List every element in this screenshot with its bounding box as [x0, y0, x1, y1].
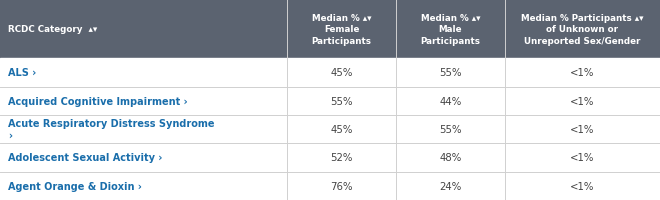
Bar	[0, 59, 660, 87]
Text: <1%: <1%	[570, 153, 595, 163]
Bar	[0, 144, 660, 172]
Bar	[0, 115, 660, 144]
Text: <1%: <1%	[570, 125, 595, 134]
Text: RCDC Category  ▴▾: RCDC Category ▴▾	[8, 25, 97, 34]
Text: Agent Orange & Dioxin ›: Agent Orange & Dioxin ›	[8, 181, 142, 191]
Text: Median % ▴▾
Male
Participants: Median % ▴▾ Male Participants	[420, 14, 480, 45]
Bar	[0, 87, 660, 115]
Text: 55%: 55%	[439, 125, 462, 134]
Text: ALS ›: ALS ›	[8, 68, 36, 78]
Bar	[0, 0, 660, 59]
Text: 76%: 76%	[330, 181, 353, 191]
Text: <1%: <1%	[570, 96, 595, 106]
Text: Median % ▴▾
Female
Participants: Median % ▴▾ Female Participants	[312, 14, 372, 45]
Text: 48%: 48%	[440, 153, 461, 163]
Text: 24%: 24%	[440, 181, 461, 191]
Text: <1%: <1%	[570, 181, 595, 191]
Text: Acquired Cognitive Impairment ›: Acquired Cognitive Impairment ›	[8, 96, 187, 106]
Text: Adolescent Sexual Activity ›: Adolescent Sexual Activity ›	[8, 153, 162, 163]
Text: Acute Respiratory Distress Syndrome
›: Acute Respiratory Distress Syndrome ›	[8, 119, 214, 140]
Text: 55%: 55%	[330, 96, 353, 106]
Text: 45%: 45%	[331, 125, 352, 134]
Text: 45%: 45%	[331, 68, 352, 78]
Text: 52%: 52%	[331, 153, 352, 163]
Text: Median % Participants ▴▾
of Unknown or
Unreported Sex/Gender: Median % Participants ▴▾ of Unknown or U…	[521, 14, 644, 45]
Text: 44%: 44%	[440, 96, 461, 106]
Text: 55%: 55%	[439, 68, 462, 78]
Text: <1%: <1%	[570, 68, 595, 78]
Bar	[0, 172, 660, 200]
